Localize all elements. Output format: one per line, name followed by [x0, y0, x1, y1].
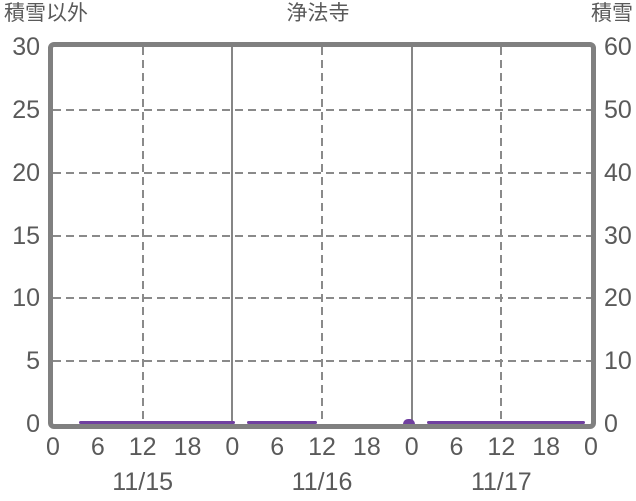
x-date-label: 11/17 [470, 468, 532, 496]
y-left-tick-label: 5 [26, 347, 40, 376]
x-tick-label: 0 [404, 433, 419, 461]
plot-frame [48, 42, 596, 429]
series-segment [79, 421, 236, 424]
series-segment [403, 419, 416, 424]
gridline-horizontal-dashed [53, 234, 591, 237]
y-right-tick-label: 50 [604, 95, 632, 124]
x-tick-label: 12 [128, 433, 157, 461]
y-left-tick-label: 30 [12, 33, 40, 61]
x-tick-label: 12 [308, 433, 336, 461]
y-right-tick-label: 20 [604, 284, 632, 313]
y-right-tick-label: 60 [604, 33, 632, 61]
x-tick-label: 6 [449, 433, 464, 461]
x-date-label: 11/16 [291, 468, 353, 496]
x-date-label: 11/15 [112, 468, 174, 496]
y-right-tick-label: 0 [604, 410, 618, 438]
gridline-horizontal-dashed [53, 171, 591, 174]
x-tick-label: 18 [352, 433, 381, 461]
y-left-tick-label: 10 [12, 284, 40, 313]
gridline-horizontal-dashed [53, 360, 591, 363]
series-segment [247, 421, 317, 424]
y-right-tick-label: 40 [604, 158, 632, 187]
gridline-horizontal-dashed [53, 108, 591, 111]
x-tick-label: 0 [584, 433, 598, 461]
right-axis-title: 積雪 [591, 2, 633, 25]
chart-title: 浄法寺 [286, 2, 350, 25]
x-tick-label: 18 [173, 433, 202, 461]
series-segment [427, 421, 585, 424]
y-right-tick-label: 10 [604, 347, 632, 376]
x-tick-label: 6 [90, 433, 105, 461]
y-right-tick-label: 30 [604, 221, 632, 250]
gridline-horizontal-dashed [53, 297, 591, 300]
x-tick-label: 0 [46, 433, 60, 461]
x-tick-label: 12 [487, 433, 516, 461]
x-tick-label: 18 [532, 433, 561, 461]
y-left-tick-label: 15 [12, 221, 40, 250]
y-left-tick-label: 0 [26, 410, 40, 438]
y-left-tick-label: 20 [12, 158, 40, 187]
left-axis-title: 積雪以外 [4, 2, 88, 25]
y-left-tick-label: 25 [12, 95, 40, 124]
x-tick-label: 0 [225, 433, 240, 461]
x-tick-label: 6 [270, 433, 285, 461]
